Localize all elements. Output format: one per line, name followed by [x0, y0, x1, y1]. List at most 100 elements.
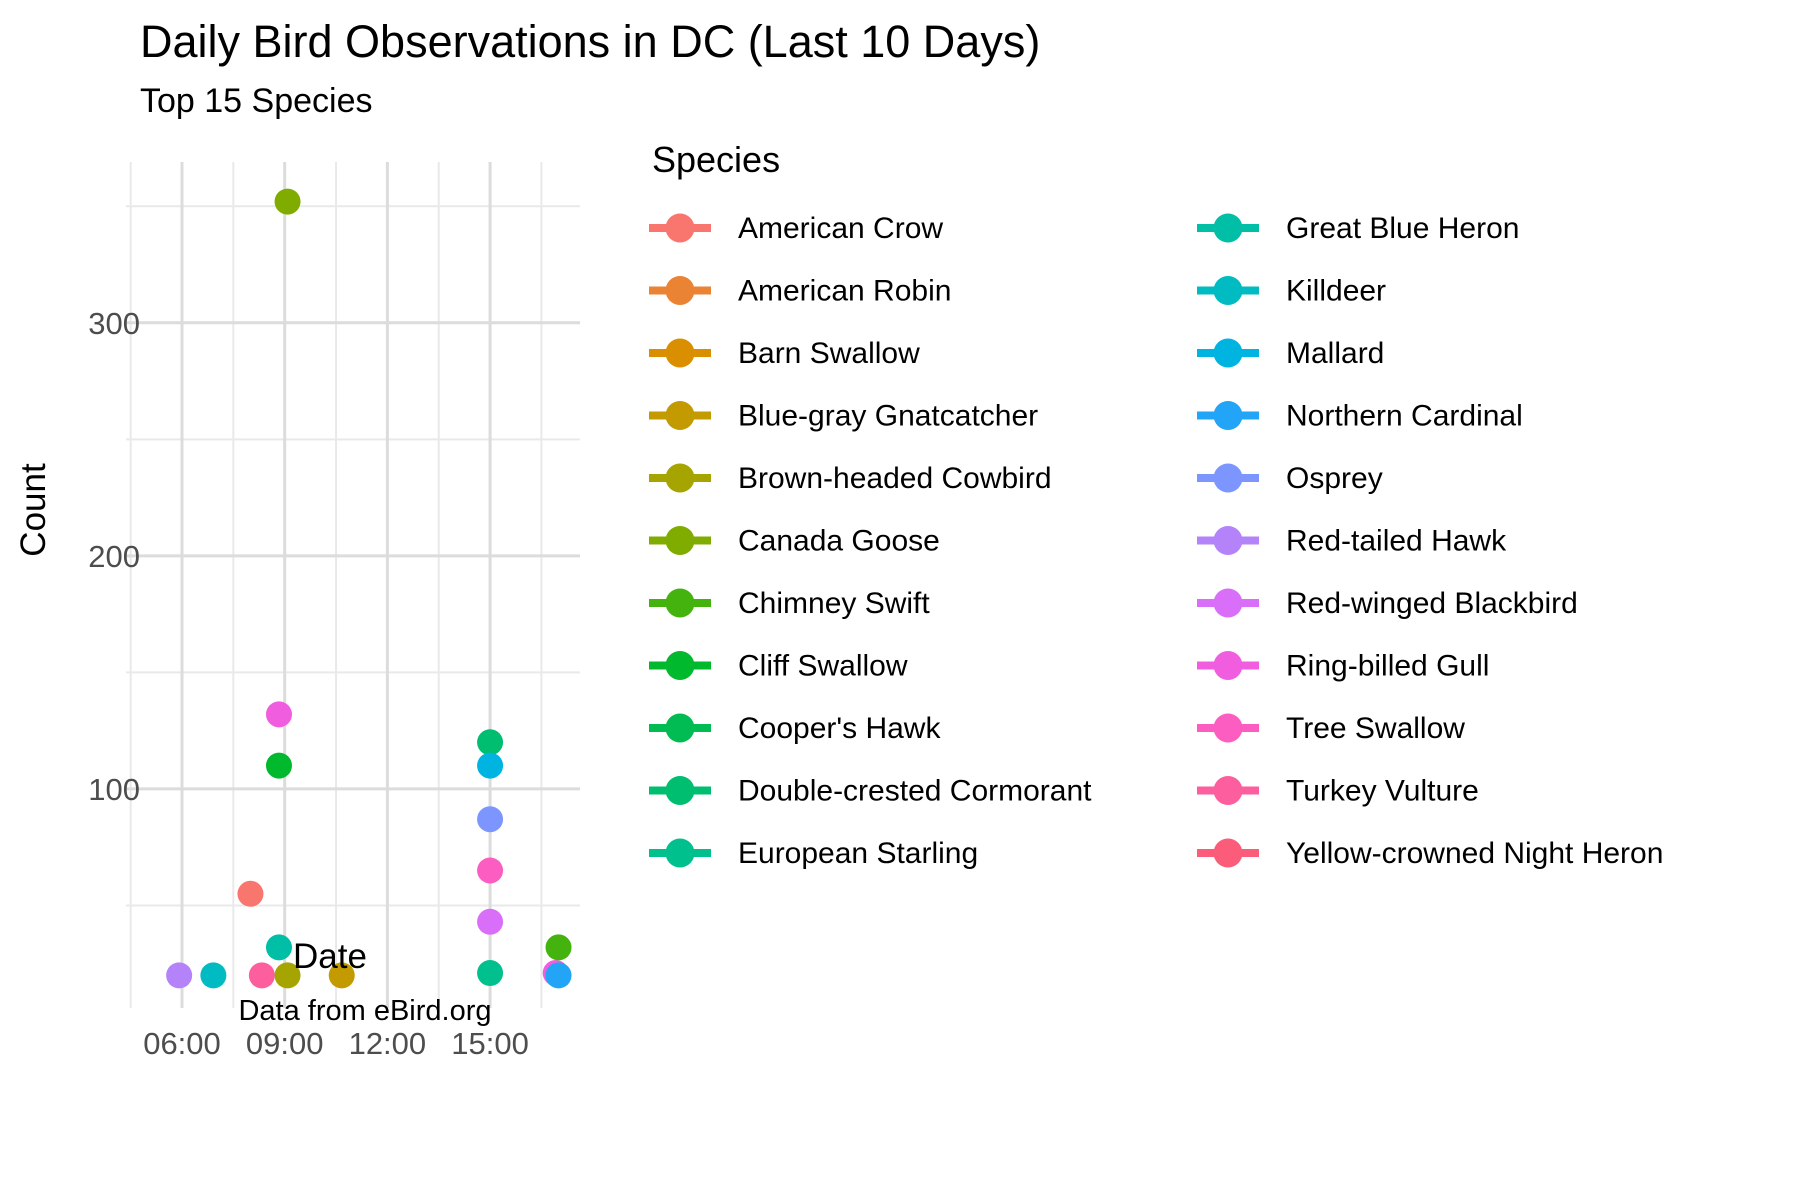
data-point — [248, 962, 275, 989]
legend-key-dot-icon — [665, 838, 695, 868]
legend-item: European Starling — [649, 837, 978, 870]
legend-item-label: Canada Goose — [738, 525, 940, 558]
legend-key-dot-icon — [1213, 588, 1243, 618]
legend-item: Killdeer — [1197, 275, 1386, 308]
legend-key-dot-icon — [1213, 713, 1243, 743]
legend-key-dot-icon — [665, 338, 695, 368]
data-point — [545, 962, 572, 989]
legend-item: Northern Cardinal — [1197, 400, 1523, 433]
legend-item-label: Barn Swallow — [738, 337, 920, 370]
legend-item-label: Brown-headed Cowbird — [738, 462, 1052, 495]
data-point — [477, 806, 504, 833]
legend-item-label: American Crow — [738, 212, 943, 245]
legend-item-label: Northern Cardinal — [1286, 400, 1523, 433]
data-point — [166, 962, 193, 989]
legend-item: Barn Swallow — [649, 337, 920, 370]
legend-item-label: American Robin — [738, 275, 951, 308]
legend-item: Brown-headed Cowbird — [649, 462, 1052, 495]
legend-key-dot-icon — [1213, 276, 1243, 305]
legend-key-dot-icon — [665, 588, 695, 618]
legend-key-dot-icon — [1213, 463, 1243, 493]
data-point — [265, 934, 292, 961]
legend-item: Yellow-crowned Night Heron — [1197, 837, 1663, 870]
legend-item: Tree Swallow — [1197, 712, 1465, 745]
legend-item-label: Turkey Vulture — [1286, 775, 1479, 808]
data-point — [237, 880, 264, 907]
legend-key-dot-icon — [665, 213, 695, 243]
chart-caption: Data from eBird.org — [238, 995, 491, 1027]
data-point — [477, 729, 504, 756]
legend-item: Turkey Vulture — [1197, 775, 1479, 808]
legend-item: Cliff Swallow — [649, 650, 908, 683]
chart-subtitle: Top 15 Species — [140, 82, 373, 120]
legend-key-dot-icon — [665, 713, 695, 743]
legend-key-dot-icon — [665, 526, 695, 555]
data-point — [545, 934, 572, 961]
legend-item: American Crow — [649, 212, 943, 245]
x-tick-label: 09:00 — [246, 1026, 324, 1061]
legend-item: American Robin — [649, 275, 951, 308]
legend-key-dot-icon — [1213, 651, 1243, 680]
legend-item-label: Yellow-crowned Night Heron — [1286, 837, 1663, 870]
legend-key-dot-icon — [665, 463, 695, 493]
data-point — [328, 962, 355, 989]
legend-item-label: Killdeer — [1286, 275, 1386, 308]
y-tick-label: 100 — [88, 772, 140, 807]
data-point — [265, 701, 292, 728]
data-point — [200, 962, 227, 989]
x-tick-label: 06:00 — [143, 1026, 221, 1061]
data-point — [477, 752, 504, 779]
legend-key-dot-icon — [1213, 401, 1243, 430]
legend-title: Species — [652, 139, 780, 180]
legend: American Crow American Robin Barn Swallow B… — [649, 212, 1663, 870]
data-points — [166, 188, 572, 989]
legend-item-label: European Starling — [738, 837, 978, 870]
legend-key-dot-icon — [1213, 776, 1243, 805]
data-point — [477, 857, 504, 884]
legend-key-dot-icon — [1213, 213, 1243, 243]
legend-item: Cooper's Hawk — [649, 712, 941, 745]
legend-item-label: Osprey — [1286, 462, 1383, 495]
legend-item: Great Blue Heron — [1197, 212, 1519, 245]
legend-key-dot-icon — [1213, 838, 1243, 868]
legend-item-label: Ring-billed Gull — [1286, 650, 1489, 683]
data-point — [274, 188, 301, 215]
data-point — [265, 752, 292, 779]
legend-item-label: Blue-gray Gnatcatcher — [738, 400, 1038, 433]
grid-minor-lines — [126, 162, 580, 1008]
legend-item-label: Red-tailed Hawk — [1286, 525, 1507, 558]
legend-item: Red-tailed Hawk — [1197, 525, 1507, 558]
legend-item: Blue-gray Gnatcatcher — [649, 400, 1038, 433]
data-point — [477, 908, 504, 935]
legend-item: Chimney Swift — [649, 587, 930, 620]
data-point — [477, 960, 504, 987]
legend-item: Canada Goose — [649, 525, 940, 558]
y-axis-tick-labels: 100 200 300 — [88, 306, 140, 807]
legend-item: Double-crested Cormorant — [649, 775, 1092, 808]
legend-item-label: Double-crested Cormorant — [738, 775, 1092, 808]
legend-item-label: Great Blue Heron — [1286, 212, 1519, 245]
legend-item-label: Tree Swallow — [1286, 712, 1465, 745]
legend-item: Red-winged Blackbird — [1197, 587, 1578, 620]
legend-key-dot-icon — [1213, 526, 1243, 555]
legend-item-label: Cliff Swallow — [738, 650, 908, 683]
legend-key-dot-icon — [665, 276, 695, 305]
y-tick-label: 300 — [88, 306, 140, 341]
data-point — [274, 962, 301, 989]
y-axis-title: Count — [14, 463, 53, 557]
legend-item-label: Mallard — [1286, 337, 1384, 370]
page-title: Daily Bird Observations in DC (Last 10 D… — [140, 16, 1040, 67]
legend-key-dot-icon — [1213, 338, 1243, 368]
y-tick-label: 200 — [88, 539, 140, 574]
legend-item-label: Cooper's Hawk — [738, 712, 941, 745]
x-axis-title: Date — [293, 937, 367, 976]
legend-item: Ring-billed Gull — [1197, 650, 1489, 683]
grid-major-lines — [126, 162, 580, 1008]
legend-item: Osprey — [1197, 462, 1383, 495]
x-tick-label: 15:00 — [451, 1026, 529, 1061]
legend-key-dot-icon — [665, 776, 695, 805]
legend-item-label: Red-winged Blackbird — [1286, 587, 1578, 620]
legend-key-dot-icon — [665, 651, 695, 680]
x-tick-label: 12:00 — [349, 1026, 427, 1061]
